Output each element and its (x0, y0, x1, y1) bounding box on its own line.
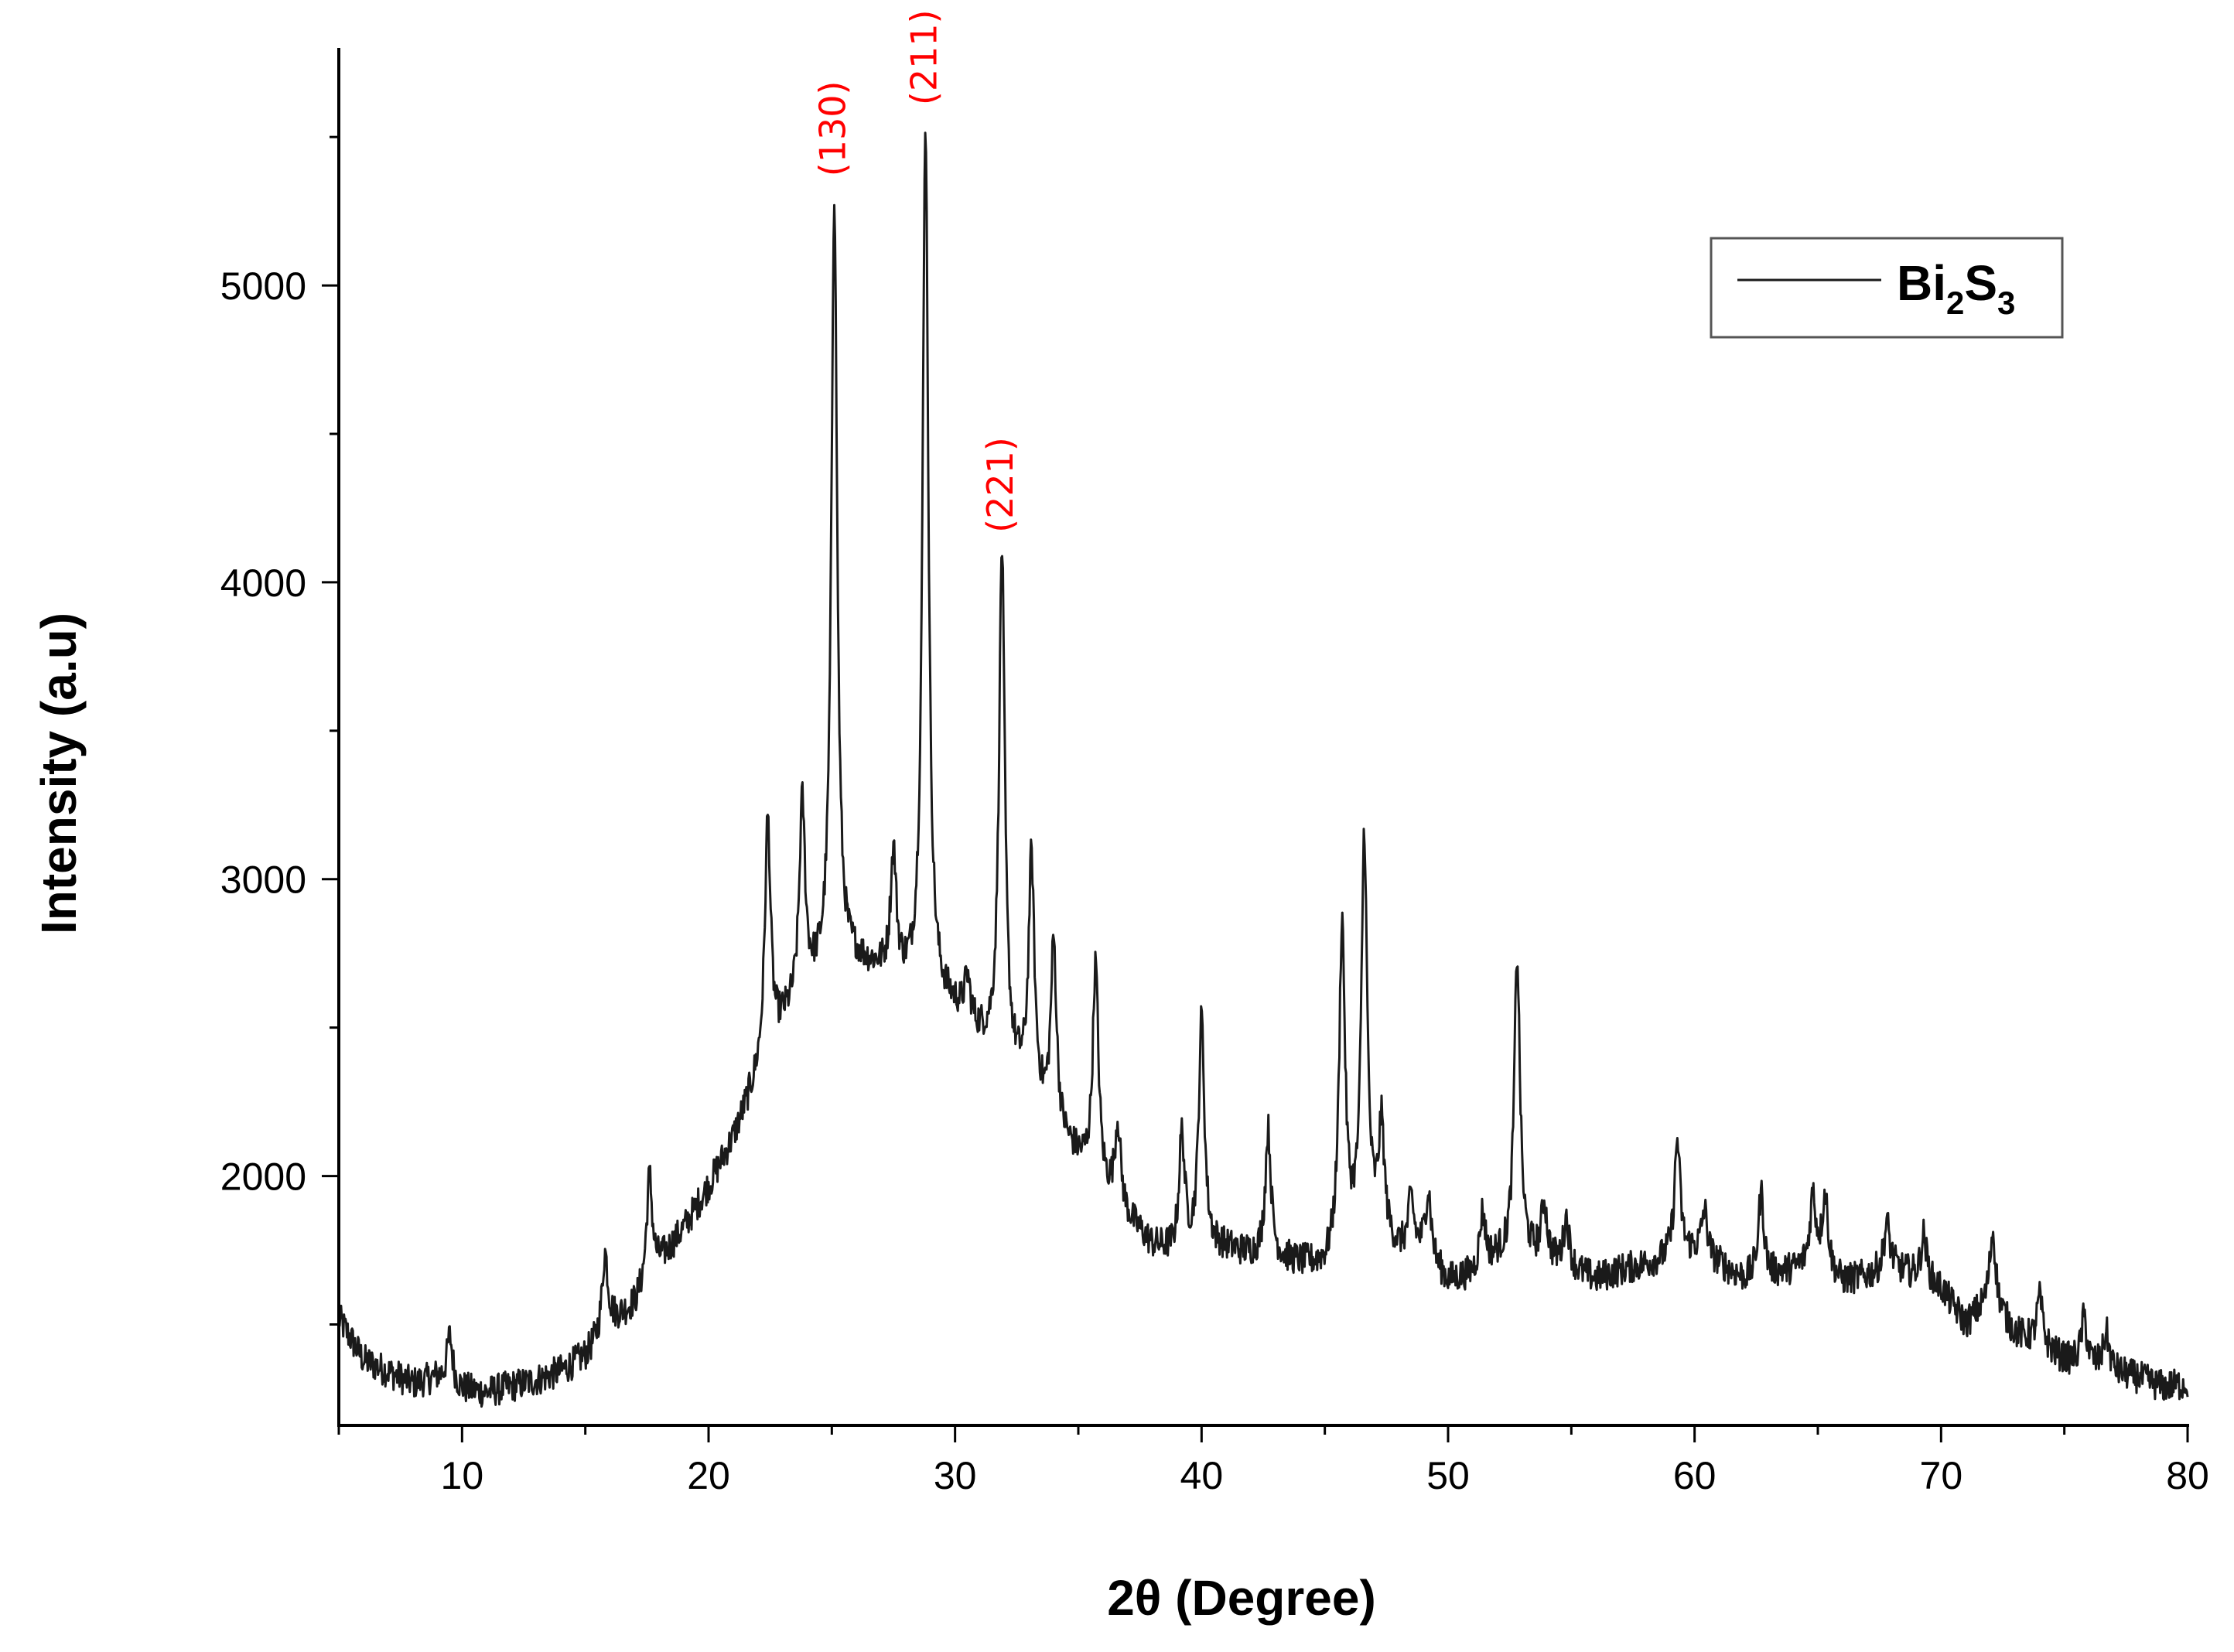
y-tick-label: 4000 (220, 561, 306, 605)
legend-box (1710, 237, 2064, 339)
x-tick-label: 50 (1426, 1454, 1470, 1497)
y-tick-label: 3000 (220, 858, 306, 902)
x-tick-label: 30 (934, 1454, 977, 1497)
peak-label: (130) (812, 81, 854, 177)
x-tick-label: 20 (687, 1454, 730, 1497)
series-line-bi2s3 (337, 131, 2189, 1408)
legend: Bi2S3 (1710, 237, 2064, 339)
peak-label: (221) (979, 437, 1021, 533)
legend-entry-bi2s3: Bi2S3 (1897, 255, 2015, 321)
peak-labels: (130) (211) (221) (812, 9, 1022, 532)
x-tick-label: 40 (1180, 1454, 1224, 1497)
x-tick-label: 70 (1920, 1454, 1963, 1497)
peak-label: (211) (903, 9, 944, 105)
y-tick-label: 5000 (220, 265, 306, 308)
x-tick-label: 80 (2166, 1454, 2209, 1497)
x-tick-label: 60 (1673, 1454, 1716, 1497)
y-tick-label: 2000 (220, 1155, 306, 1199)
x-axis-title: 2θ (Degree) (1107, 1570, 1376, 1626)
x-tick-label: 10 (441, 1454, 484, 1497)
x-axis-ticks: 10 20 30 40 50 60 70 80 (337, 1425, 2209, 1497)
y-axis-ticks: 2000 3000 4000 5000 (220, 135, 339, 1326)
y-axis-title: Intensity (a.u) (31, 613, 87, 934)
